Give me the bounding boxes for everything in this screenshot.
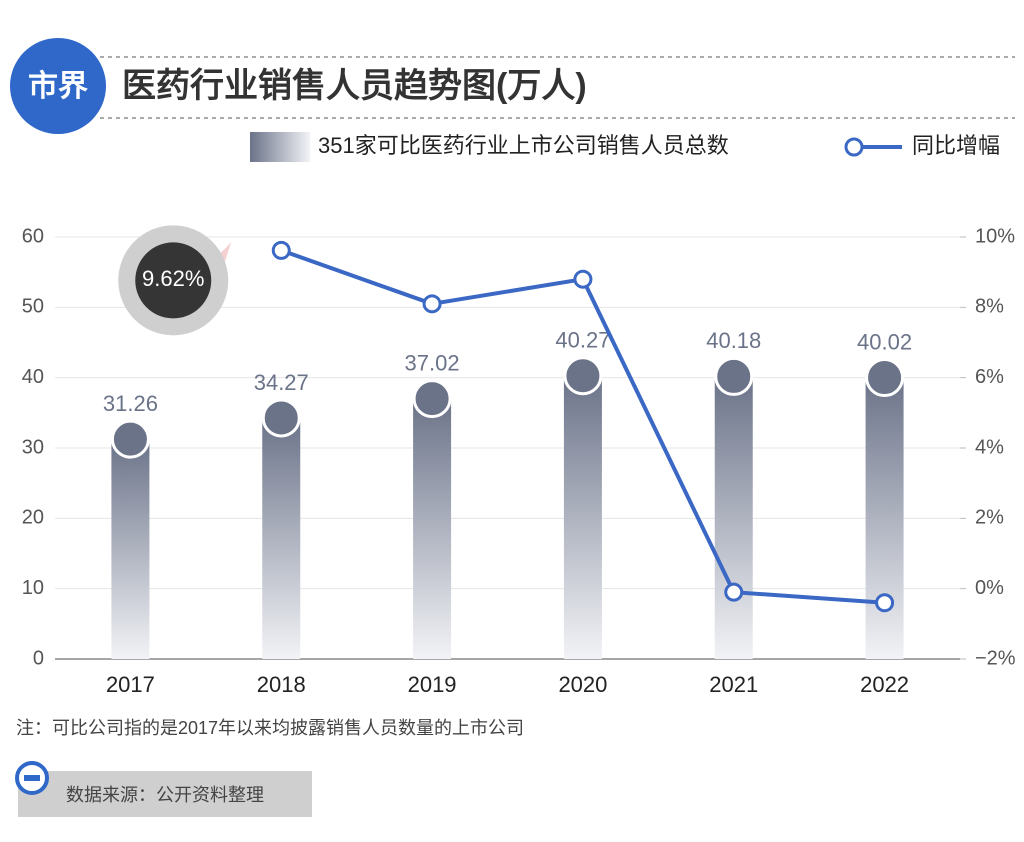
bar-cap [412,379,452,419]
y-tick-label: 50 [22,296,44,318]
bar-cap [110,419,150,459]
legend-swatch [250,132,310,162]
y-tick-label: 0 [33,647,44,669]
bar [413,398,452,659]
bar-cap [865,358,905,398]
y2-tick-label: −2% [975,647,1016,669]
bar [563,375,602,659]
source: 数据来源：公开资料整理 [66,785,264,805]
logo: 市界 [28,69,88,103]
data-label: 31.26 [103,391,158,416]
data-label: 40.27 [555,328,610,353]
line-point [875,593,895,613]
data-label: 34.27 [254,370,309,395]
bar [714,376,753,659]
x-tick-label: 2017 [106,672,155,697]
y-tick-label: 10 [22,577,44,599]
line-point [724,582,744,602]
data-label: 37.02 [405,350,460,375]
line-point [271,240,291,260]
y-tick-label: 40 [22,366,44,388]
chart-title: 医药行业销售人员趋势图(万人) [122,67,587,105]
legend-marker [844,137,864,157]
data-label: 40.02 [857,329,912,354]
x-tick-label: 2018 [257,672,306,697]
bar [865,377,904,659]
y2-tick-label: 8% [975,296,1004,318]
x-tick-label: 2019 [408,672,457,697]
bar [262,417,301,659]
x-tick-label: 2020 [558,672,607,697]
bar [111,439,150,659]
bar-cap [714,356,754,396]
note: 注：可比公司指的是2017年以来均披露销售人员数量的上市公司 [16,718,524,738]
logo-badge [10,38,106,134]
y2-tick-label: 6% [975,366,1004,388]
y2-tick-label: 4% [975,436,1004,458]
y2-tick-label: 0% [975,577,1004,599]
bar-cap [261,398,301,438]
legend-label: 351家可比医药行业上市公司销售人员总数 [318,133,729,158]
line-point [422,294,442,314]
callout [135,242,212,319]
source-box [18,771,312,817]
y-tick-label: 30 [22,436,44,458]
bar-cap [563,356,603,396]
y-tick-label: 60 [22,225,44,247]
data-label: 40.18 [706,328,761,353]
legend-label: 同比增幅 [912,133,1000,158]
source-icon [24,775,40,781]
x-tick-label: 2022 [860,672,909,697]
y2-tick-label: 10% [975,225,1015,247]
y2-tick-label: 2% [975,507,1004,529]
line-point [573,269,593,289]
data-label: 9.62% [142,266,204,291]
x-tick-label: 2021 [709,672,758,697]
y-tick-label: 20 [22,507,44,529]
